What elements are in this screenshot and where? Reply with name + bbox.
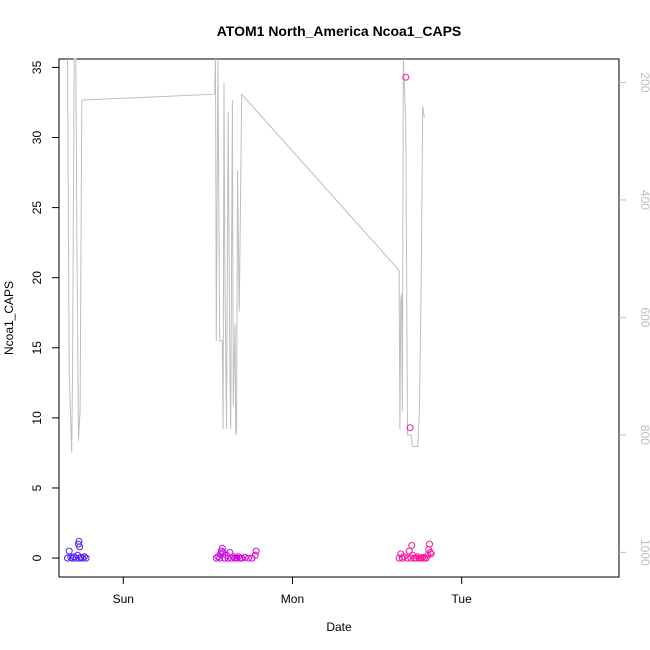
y-tick-label: 25 [30, 201, 44, 215]
data-point [234, 553, 242, 561]
x-tick-label: Tue [452, 592, 473, 606]
y-tick-label: 10 [30, 411, 44, 425]
y2-tick-label: 200 [638, 72, 650, 92]
data-point [216, 554, 224, 562]
data-point [427, 550, 435, 558]
x-axis-label: Date [326, 620, 352, 634]
data-point [64, 554, 71, 562]
data-point [218, 544, 226, 552]
data-point [426, 549, 434, 556]
points-layer [64, 73, 435, 562]
data-point [229, 553, 237, 561]
data-point [245, 554, 252, 562]
y-axis: 0 5 10 15 20 25 30 35 [30, 60, 59, 561]
data-point [82, 554, 90, 562]
data-point [400, 553, 408, 561]
data-point [252, 547, 260, 555]
secondary-series-line [67, 58, 425, 453]
data-point [398, 554, 406, 562]
y-tick-label: 15 [30, 341, 44, 355]
data-point [65, 547, 73, 555]
y-axis-label: Ncoa1_CAPS [2, 281, 16, 355]
data-point [412, 554, 420, 562]
data-point [426, 540, 433, 548]
data-point [251, 551, 259, 559]
data-point [406, 424, 414, 432]
data-point [79, 554, 87, 562]
y-tick-label: 0 [30, 554, 44, 561]
data-point [414, 553, 422, 561]
y-tick-label: 30 [30, 131, 44, 145]
secondary-series-layer [67, 58, 425, 453]
plot-area-frame [58, 58, 620, 578]
data-point [76, 543, 84, 551]
y-tick-label: 20 [30, 271, 44, 285]
x-axis: Sun Mon Tue [113, 577, 472, 606]
data-point [212, 554, 220, 562]
data-point [233, 554, 241, 562]
data-point [241, 553, 249, 561]
chart-title: ATOM1 North_America Ncoa1_CAPS [217, 23, 462, 39]
y2-tick-label: 400 [638, 190, 650, 210]
data-point [238, 554, 246, 562]
y2-tick-label: 1000 [638, 539, 650, 566]
data-point [395, 554, 403, 562]
data-point [405, 547, 413, 555]
secondary-y-axis: 200 400 600 800 1000 [619, 72, 650, 566]
x-tick-label: Sun [113, 592, 134, 606]
y2-tick-label: 800 [638, 425, 650, 445]
data-point [70, 553, 78, 561]
x-tick-label: Mon [281, 592, 304, 606]
y-tick-label: 5 [30, 484, 44, 491]
data-point [80, 553, 88, 561]
y-tick-label: 35 [30, 60, 44, 74]
data-point [228, 554, 236, 562]
data-point [408, 542, 416, 549]
y2-tick-label: 600 [638, 307, 650, 327]
data-point [402, 73, 410, 81]
